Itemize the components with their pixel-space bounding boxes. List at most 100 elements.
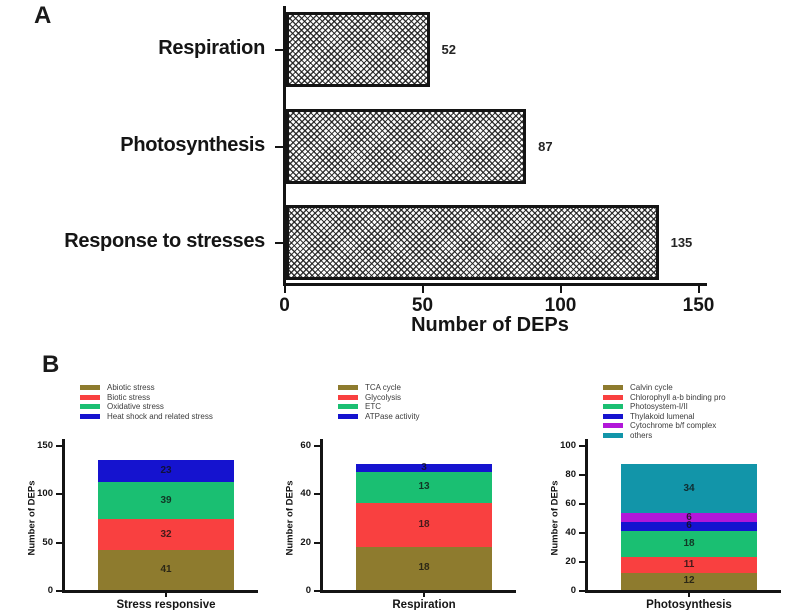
legend-label-thylakoid-lumenal: Thylakoid lumenal: [630, 411, 695, 421]
x-axis-tick-150: [697, 286, 700, 293]
y-axis-title: Number of DEPs: [284, 480, 296, 555]
segment-etc: [356, 471, 492, 503]
y-axis-tick-100: [56, 493, 62, 496]
legend-swatch-abiotic-stress: [80, 385, 100, 390]
y-axis-tick-label-100: 100: [37, 488, 53, 500]
y-axis-tick-label-0: 0: [47, 585, 53, 596]
stacked-chart-respiration: TCA cycle Glycolysis ETC ATPase activity 0 20…: [276, 345, 532, 610]
segment-atpase-activity: [356, 464, 492, 472]
segment-others: [621, 463, 757, 514]
y-axis-tick-0: [314, 590, 320, 592]
segment-oxidative-stress: [98, 481, 234, 520]
y-axis: [62, 439, 65, 593]
y-axis-tick-label-20: 20: [300, 536, 311, 548]
legend-label-chlorophyll-a-b-binding-pro: Chlorophyll a-b binding pro: [630, 392, 726, 402]
legend-label-oxidative-stress: Oxidative stress: [107, 402, 164, 411]
panel-a-plot: Respiration 52 Photosynthesis 87 Response to…: [64, 6, 715, 316]
segment-value-label-abiotic-stress: 41: [160, 564, 172, 576]
legend-label-cytochrome-b-f-complex: Cytochrome b/f complex: [630, 421, 717, 430]
segment-value-label-chlorophyll-a-b-binding-pro: 11: [683, 558, 695, 570]
legend-swatch-tca-cycle: [338, 385, 358, 390]
legend-swatch-heat-shock-and-related-stress: [80, 413, 100, 419]
segment-photosystem-i-ii: [621, 530, 757, 557]
stacked-chart-stress-responsive: Abiotic stress Biotic stress Oxidative str…: [18, 345, 274, 610]
y-axis: [585, 439, 588, 593]
y-axis-tick-label-40: 40: [565, 527, 576, 538]
y-axis-tick-80: [579, 474, 585, 476]
y-axis-tick-label-100: 100: [560, 440, 576, 451]
segment-value-label-atpase-activity: 3: [421, 461, 427, 473]
y-axis-tick-60: [314, 445, 320, 447]
y-axis-tick-label-50: 50: [42, 536, 53, 548]
x-axis-tick-label-100: 100: [544, 295, 577, 316]
panel-a: A Respiration 52 Photosynthesis 87 Response …: [34, 2, 715, 336]
legend-swatch-calvin-cycle: [603, 385, 623, 390]
stacked-chart-photosynthesis: Calvin cycle Chlorophyll a-b binding pro P…: [541, 345, 797, 610]
y-axis-tick-50: [56, 541, 62, 544]
x-axis-tick-100: [559, 286, 562, 293]
y-axis-tick-20: [579, 561, 585, 563]
y-axis-tick-150: [56, 445, 62, 447]
x-axis-tick-label-0: 0: [279, 295, 290, 316]
y-axis: [320, 439, 323, 593]
category-label: Stress responsive: [116, 599, 216, 610]
y-axis-tick-20: [314, 541, 320, 544]
legend-label-tca-cycle: TCA cycle: [365, 383, 402, 392]
y-axis-tick-label-150: 150: [37, 440, 53, 451]
y-axis-tick-label-60: 60: [565, 498, 576, 509]
legend-label-etc: ETC: [365, 402, 381, 411]
bar-value-label-response-to-stresses: 135: [670, 234, 693, 250]
legend-label-abiotic-stress: Abiotic stress: [107, 383, 155, 392]
legend-swatch-glycolysis: [338, 394, 358, 400]
y-axis-tick-label-20: 20: [565, 556, 576, 567]
legend-label-biotic-stress: Biotic stress: [107, 392, 151, 402]
y-axis-tick-60: [579, 503, 585, 505]
legend-label-photosystem-i-ii: Photosystem-I/II: [630, 402, 688, 411]
y-axis-tick-label-0: 0: [305, 585, 311, 596]
category-label-photosynthesis: Photosynthesis: [120, 133, 265, 156]
x-axis: [320, 590, 516, 593]
x-axis-tick-0: [283, 286, 286, 293]
segment-value-label-tca-cycle: 18: [418, 562, 430, 574]
bar-value-label-respiration: 52: [441, 41, 456, 57]
legend-label-heat-shock-and-related-stress: Heat shock and related stress: [107, 411, 213, 421]
bar-respiration: [286, 12, 430, 87]
segment-chlorophyll-a-b-binding-pro: [621, 556, 757, 573]
legend-swatch-thylakoid-lumenal: [603, 413, 623, 419]
segment-biotic-stress: [98, 519, 234, 551]
y-axis-tick-40: [314, 493, 320, 496]
category-label: Respiration: [392, 599, 456, 610]
segment-value-label-cytochrome-b-f-complex: 6: [686, 511, 692, 523]
panel-a-x-axis: [283, 283, 707, 286]
y-axis-tick-label-80: 80: [565, 469, 576, 480]
bar-value-label-photosynthesis: 87: [538, 138, 553, 154]
legend-swatch-oxidative-stress: [80, 404, 100, 409]
segment-value-label-glycolysis: 18: [418, 518, 430, 530]
category-label: Photosynthesis: [646, 599, 732, 610]
y-axis-tick-0: [56, 590, 62, 592]
category-tick-photosynthesis: [275, 145, 283, 148]
legend-swatch-biotic-stress: [80, 394, 100, 400]
x-axis-tick-label-50: 50: [411, 295, 434, 316]
legend-swatch-photosystem-i-ii: [603, 404, 623, 409]
segment-glycolysis: [356, 503, 492, 547]
segment-value-label-photosystem-i-ii: 18: [683, 537, 695, 549]
y-axis-tick-100: [579, 445, 585, 447]
panel-a-x-axis-title: Number of DEPs: [411, 314, 569, 336]
legend-swatch-chlorophyll-a-b-binding-pro: [603, 394, 623, 400]
segment-value-label-etc: 13: [418, 481, 430, 493]
x-axis-tick-label-150: 150: [682, 295, 715, 316]
bar-response-to-stresses: [286, 205, 659, 280]
category-tick: [423, 593, 425, 597]
segment-value-label-oxidative-stress: 39: [160, 494, 172, 506]
panel-b-letter: B: [42, 351, 60, 378]
legend-label-atpase-activity: ATPase activity: [365, 411, 420, 421]
segment-cytochrome-b-f-complex: [621, 513, 757, 522]
legend-swatch-cytochrome-b-f-complex: [603, 423, 623, 428]
category-tick: [688, 593, 690, 597]
y-axis-tick-label-0: 0: [570, 585, 576, 596]
category-label-respiration: Respiration: [158, 36, 265, 59]
legend-swatch-others: [603, 432, 623, 438]
segment-calvin-cycle: [621, 572, 757, 590]
